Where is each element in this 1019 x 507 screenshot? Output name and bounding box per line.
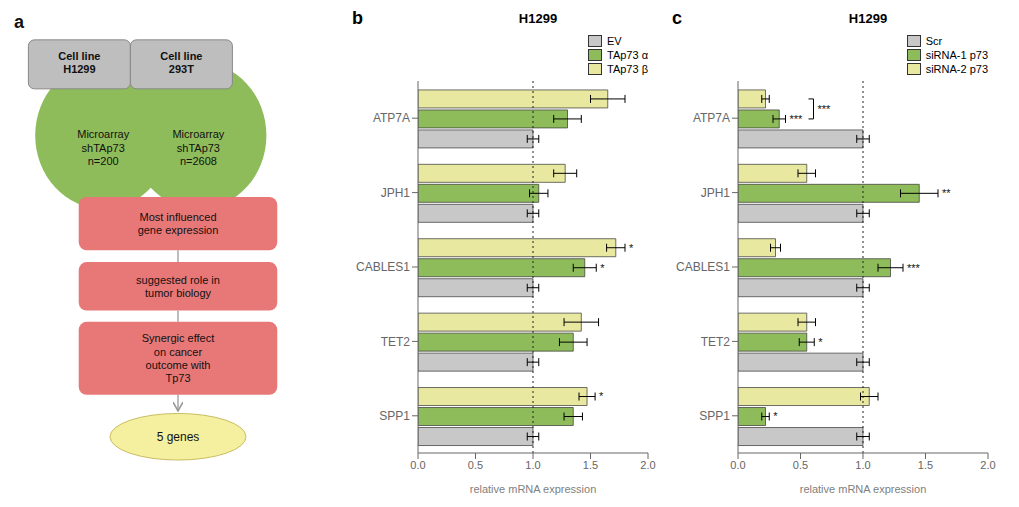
svg-text:ATP7A: ATP7A [693,111,730,125]
html-text:Scr: Scr [925,35,943,47]
svg-text:a: a [14,12,25,32]
svg-text:SPP1: SPP1 [699,409,730,423]
svg-text:JPH1: JPH1 [381,186,411,200]
svg-text:*: * [773,410,778,422]
svg-text:1.5: 1.5 [583,459,598,471]
svg-text:Most influencedgene expression: Most influencedgene expression [138,211,219,236]
svg-text:***: *** [818,103,832,115]
html-text:EV: EV [607,35,622,47]
svg-text:Synergic effecton canceroutcom: Synergic effecton canceroutcome withTp73 [142,332,215,384]
svg-text:1.0: 1.0 [525,459,540,471]
svg-text:1.0: 1.0 [855,459,870,471]
svg-text:***: *** [790,113,804,125]
html-text:H1299: H1299 [518,11,558,26]
svg-text:SPP1: SPP1 [379,409,410,423]
svg-text:MicroarrayshTAp73n=2608: MicroarrayshTAp73n=2608 [172,128,224,166]
svg-text:*: * [600,262,605,274]
svg-text:2.0: 2.0 [640,459,655,471]
svg-text:Cell lineH1299: Cell lineH1299 [58,50,100,75]
html-text:TAp73 β: TAp73 β [607,63,648,75]
svg-text:*: * [818,336,823,348]
html-text:c: c [672,8,682,28]
html-text:b: b [352,8,363,28]
svg-text:2.0: 2.0 [980,459,995,471]
svg-text:5 genes: 5 genes [157,430,200,444]
svg-text:**: ** [942,187,951,199]
svg-text:1.5: 1.5 [918,459,933,471]
svg-text:relative mRNA expression: relative mRNA expression [470,483,597,495]
svg-text:relative mRNA expression: relative mRNA expression [800,483,927,495]
svg-text:suggested role intumor biology: suggested role intumor biology [136,274,220,299]
svg-text:0.5: 0.5 [468,459,483,471]
svg-text:TET2: TET2 [381,335,411,349]
svg-text:0.0: 0.0 [730,459,745,471]
svg-text:CABLES1: CABLES1 [356,260,410,274]
svg-text:TET2: TET2 [701,335,731,349]
svg-text:JPH1: JPH1 [701,186,731,200]
svg-text:***: *** [907,262,921,274]
html-text:H1299: H1299 [848,11,888,26]
svg-text:MicroarrayshTAp73n=200: MicroarrayshTAp73n=200 [77,128,129,166]
svg-text:Cell line293T: Cell line293T [160,50,202,75]
svg-text:0.5: 0.5 [793,459,808,471]
html-text:siRNA-2 p73: siRNA-2 p73 [925,63,988,75]
svg-text:*: * [599,390,604,402]
svg-text:CABLES1: CABLES1 [676,260,730,274]
svg-text:*: * [629,242,634,254]
svg-text:ATP7A: ATP7A [373,111,410,125]
svg-text:0.0: 0.0 [410,459,425,471]
html-text:TAp73 α: TAp73 α [607,49,648,61]
html-text:siRNA-1 p73: siRNA-1 p73 [925,49,988,61]
